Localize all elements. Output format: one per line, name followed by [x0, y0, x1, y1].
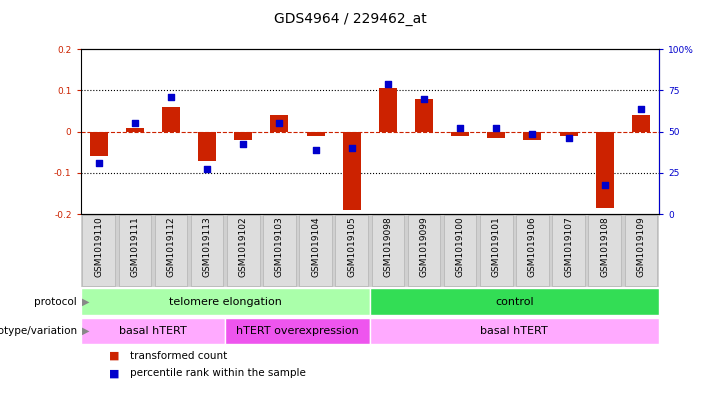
Text: GSM1019102: GSM1019102 [239, 217, 247, 277]
Bar [306, 132, 325, 136]
Point [563, 135, 574, 141]
Bar [263, 215, 296, 286]
Text: GDS4964 / 229462_at: GDS4964 / 229462_at [274, 12, 427, 26]
Text: GSM1019104: GSM1019104 [311, 217, 320, 277]
Bar [372, 215, 404, 286]
Text: GSM1019101: GSM1019101 [492, 217, 501, 277]
Text: percentile rank within the sample: percentile rank within the sample [130, 368, 306, 378]
Bar [588, 215, 621, 286]
Text: ■: ■ [109, 368, 119, 378]
Text: GSM1019109: GSM1019109 [637, 217, 646, 277]
Bar [81, 288, 370, 315]
Bar [444, 215, 477, 286]
Bar [516, 215, 549, 286]
Bar [524, 132, 541, 140]
Point [165, 94, 177, 100]
Point [310, 147, 321, 153]
Text: GSM1019111: GSM1019111 [130, 217, 139, 277]
Bar [487, 132, 505, 138]
Text: GSM1019108: GSM1019108 [600, 217, 609, 277]
Text: GSM1019110: GSM1019110 [94, 217, 103, 277]
Text: genotype/variation: genotype/variation [0, 326, 77, 336]
Bar [343, 132, 361, 210]
Text: GSM1019107: GSM1019107 [564, 217, 573, 277]
Bar [379, 88, 397, 132]
Point [346, 145, 358, 151]
Point [274, 120, 285, 127]
Point [382, 81, 393, 87]
Bar [198, 132, 216, 160]
Point [238, 141, 249, 147]
Text: control: control [495, 297, 533, 307]
Bar [408, 215, 440, 286]
Bar [191, 215, 224, 286]
Point [418, 95, 430, 102]
Bar [162, 107, 180, 132]
Bar [336, 215, 368, 286]
Bar [625, 215, 657, 286]
Point [201, 165, 212, 172]
Point [527, 130, 538, 137]
Bar [559, 132, 578, 136]
Text: hTERT overexpression: hTERT overexpression [236, 326, 359, 336]
Bar [81, 318, 225, 344]
Bar [271, 115, 288, 132]
Point [491, 124, 502, 130]
Bar [83, 215, 115, 286]
Text: basal hTERT: basal hTERT [119, 326, 186, 336]
Text: GSM1019098: GSM1019098 [383, 217, 393, 277]
Text: basal hTERT: basal hTERT [480, 326, 548, 336]
Bar [155, 215, 187, 286]
Bar [370, 318, 659, 344]
Bar [632, 115, 650, 132]
Text: transformed count: transformed count [130, 351, 227, 361]
Text: GSM1019113: GSM1019113 [203, 217, 212, 277]
Bar [370, 288, 659, 315]
Text: ■: ■ [109, 351, 119, 361]
Text: GSM1019099: GSM1019099 [419, 217, 428, 277]
Text: GSM1019112: GSM1019112 [166, 217, 175, 277]
Point [129, 120, 140, 127]
Text: ▶: ▶ [82, 326, 90, 336]
Text: GSM1019105: GSM1019105 [347, 217, 356, 277]
Bar [90, 132, 108, 156]
Text: telomere elongation: telomere elongation [169, 297, 282, 307]
Bar [480, 215, 512, 286]
Point [454, 124, 465, 130]
Text: ▶: ▶ [82, 297, 90, 307]
Text: GSM1019100: GSM1019100 [456, 217, 465, 277]
Point [599, 182, 611, 188]
Bar [234, 132, 252, 140]
Text: GSM1019103: GSM1019103 [275, 217, 284, 277]
Point [635, 106, 646, 112]
Text: protocol: protocol [34, 297, 77, 307]
Bar [552, 215, 585, 286]
Bar [415, 99, 433, 132]
Bar [299, 215, 332, 286]
Text: GSM1019106: GSM1019106 [528, 217, 537, 277]
Bar [118, 215, 151, 286]
Bar [596, 132, 614, 208]
Point [93, 160, 104, 166]
Bar [125, 127, 144, 132]
Bar [451, 132, 469, 136]
Bar [227, 215, 259, 286]
Bar [225, 318, 370, 344]
